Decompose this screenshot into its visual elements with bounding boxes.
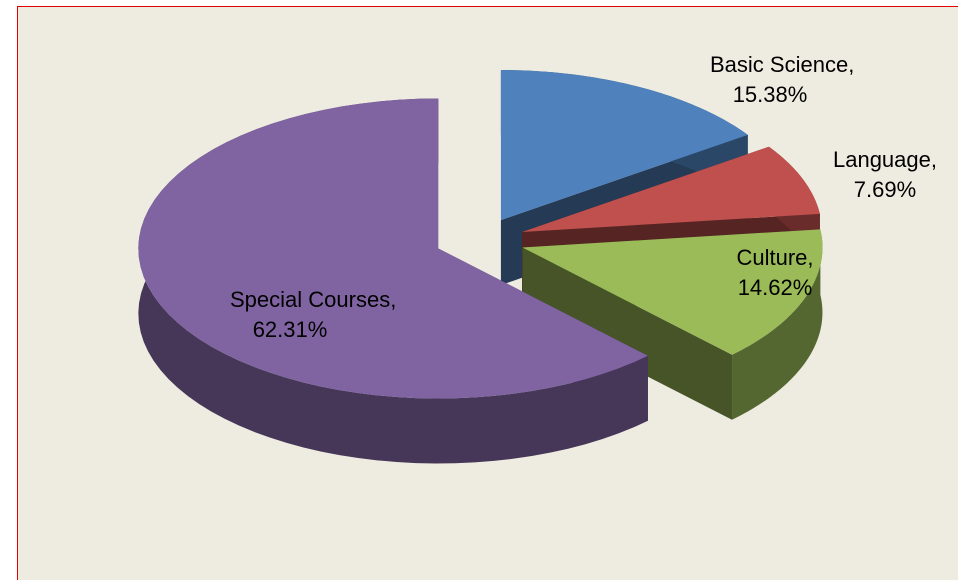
- value-label: 62.31%: [252, 317, 328, 342]
- slice-side: [522, 247, 733, 420]
- data-label: Special Courses, 62.31%: [230, 285, 396, 345]
- value-label: 14.62%: [737, 275, 813, 300]
- separator: ,: [930, 147, 937, 172]
- value-label: 15.38%: [732, 82, 808, 107]
- separator: ,: [390, 287, 397, 312]
- slice-top: [522, 229, 823, 355]
- category-label: Language: [832, 147, 931, 172]
- slice-top: [138, 98, 648, 399]
- value-label: 7.69%: [853, 177, 917, 202]
- category-label: Basic Science: [710, 52, 849, 77]
- data-label: Language, 7.69%: [810, 145, 958, 205]
- data-label: Culture, 14.62%: [715, 243, 835, 303]
- data-label: Basic Science, 15.38%: [710, 50, 854, 110]
- slice-top: [522, 146, 820, 233]
- slice-top: [500, 70, 748, 221]
- separator: ,: [848, 52, 855, 77]
- slice-wall: [732, 229, 823, 420]
- pie-slice: [522, 229, 823, 420]
- pie-slice: [138, 98, 648, 464]
- category-label: Special Courses: [230, 287, 391, 312]
- separator: ,: [807, 245, 814, 270]
- category-label: Culture: [736, 245, 808, 270]
